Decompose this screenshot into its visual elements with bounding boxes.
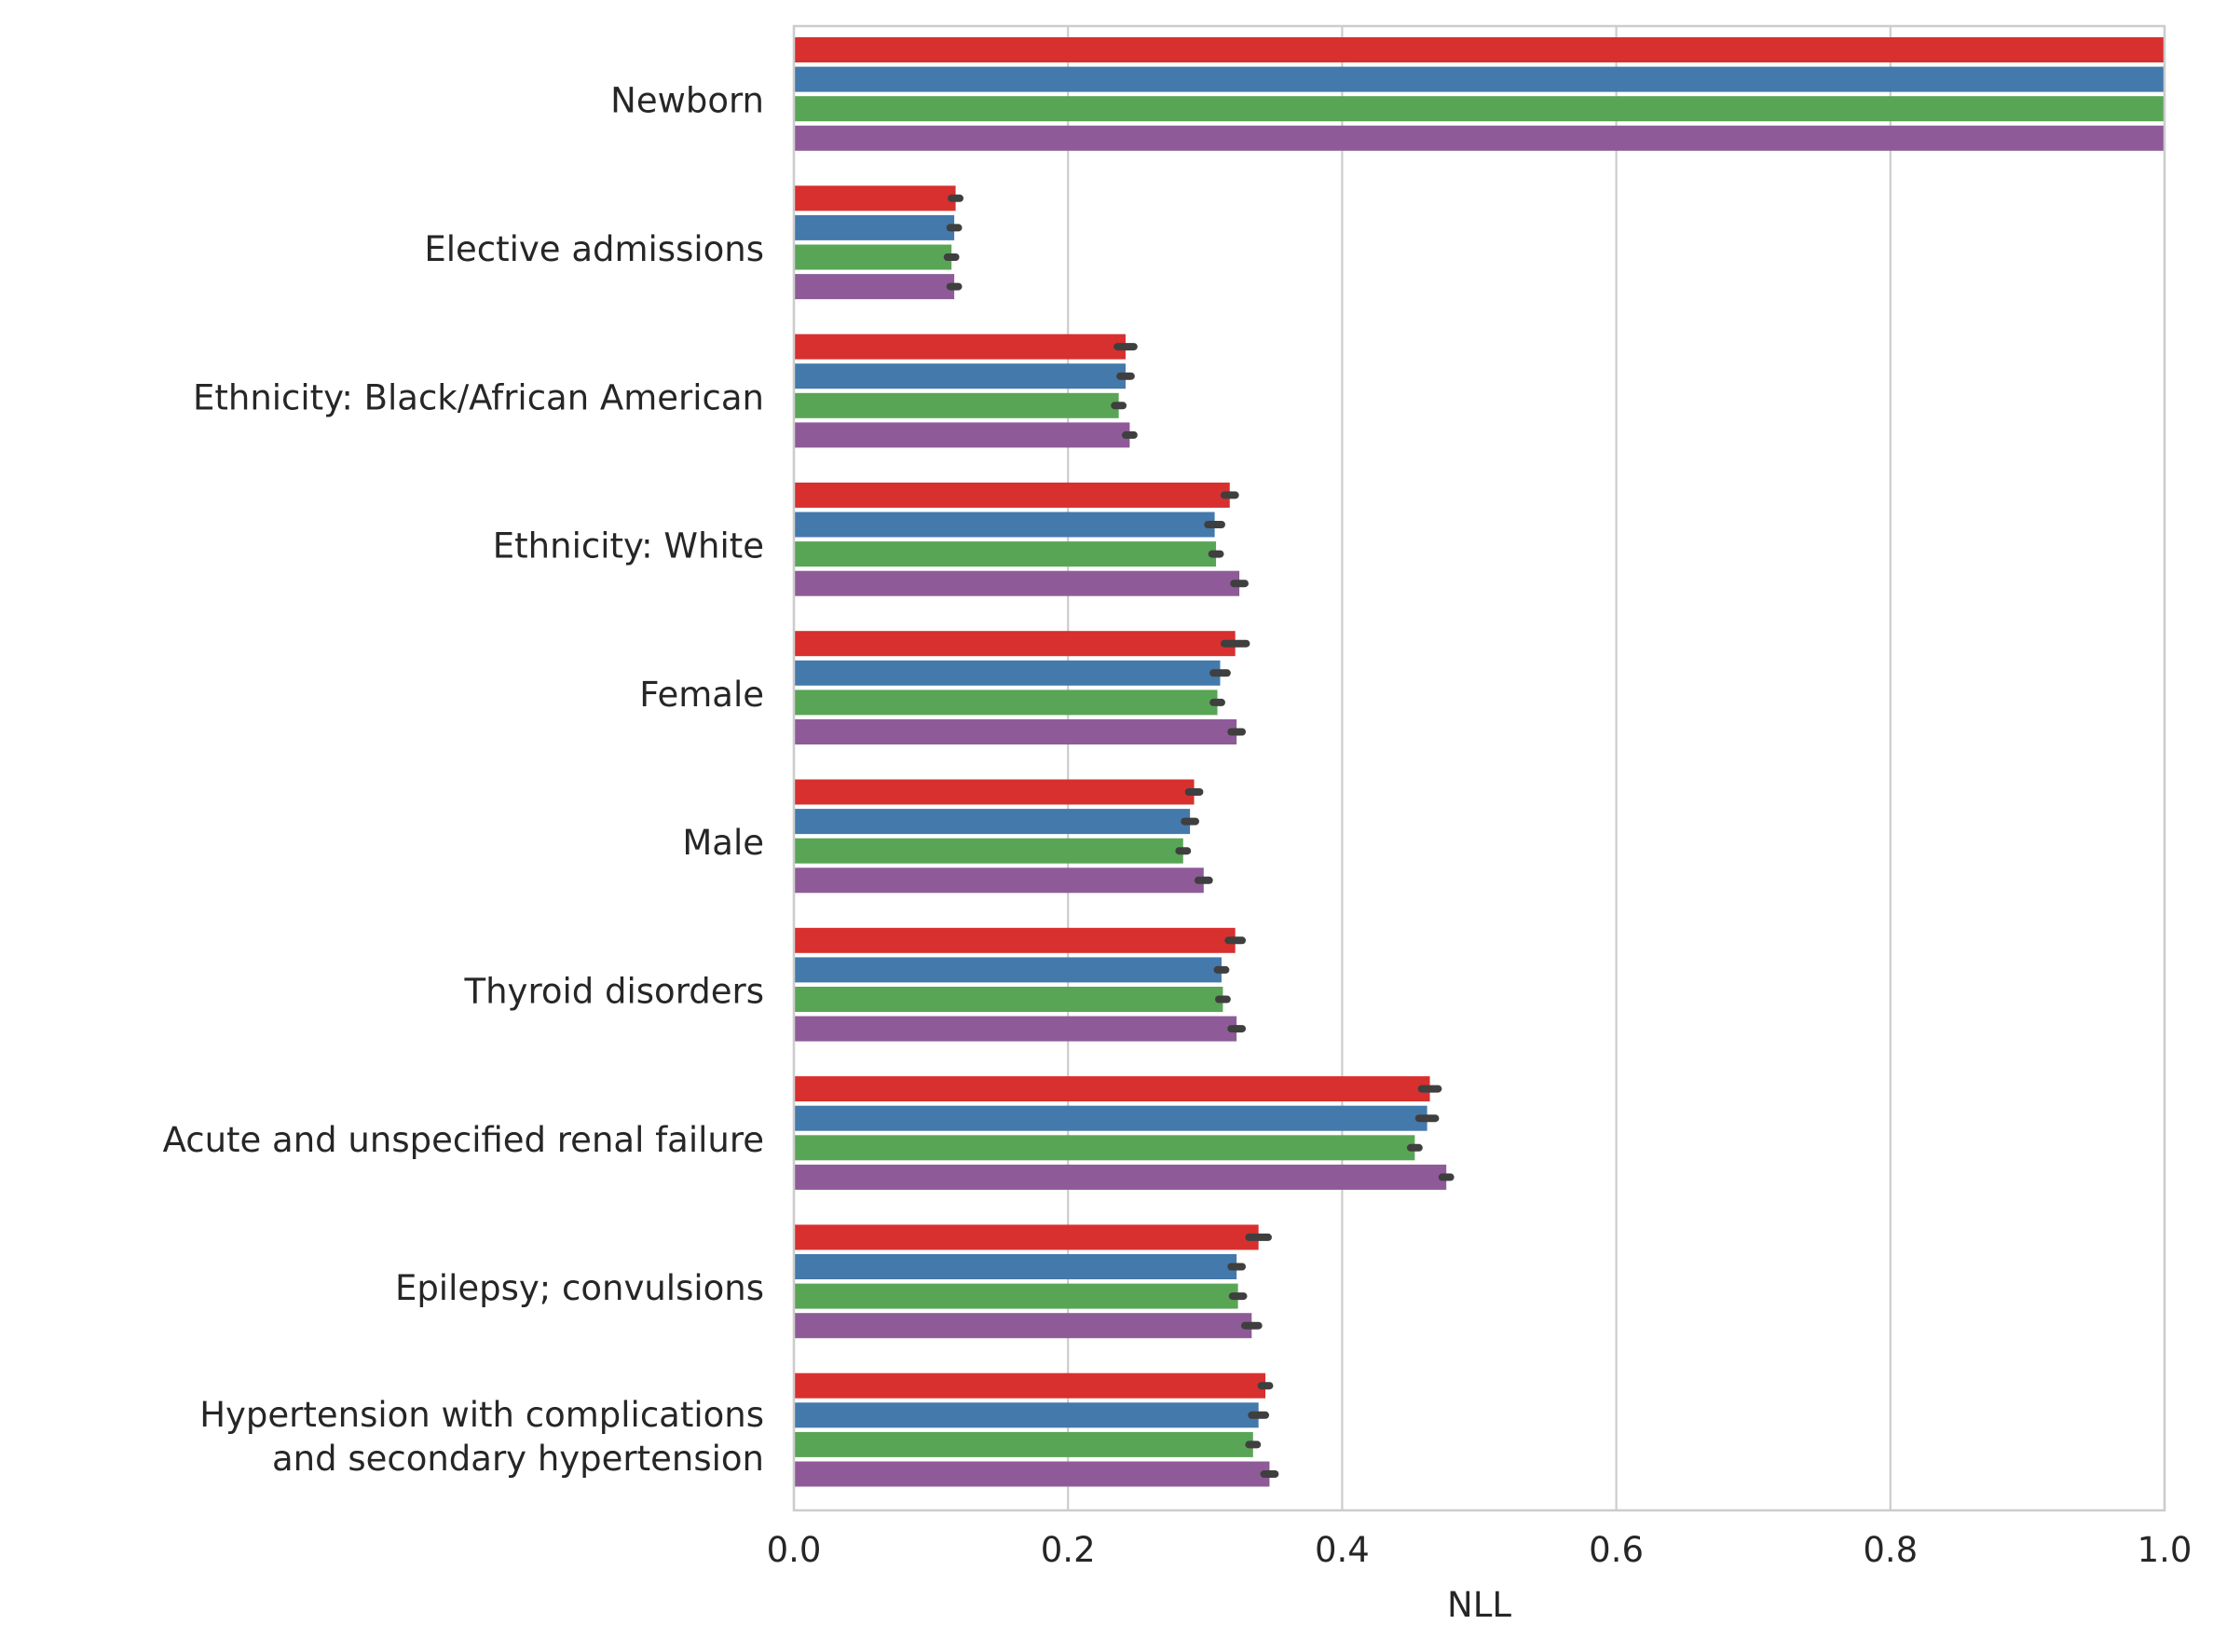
bar-c9-s2 — [794, 1431, 1253, 1457]
category-label-5: Male — [682, 823, 764, 863]
bar-c2-s1 — [794, 363, 1126, 389]
bar-c0-s2 — [794, 96, 2165, 122]
bar-c4-s3 — [794, 719, 1237, 744]
bar-c7-s3 — [794, 1164, 1447, 1190]
bar-c8-s2 — [794, 1283, 1238, 1309]
bar-c6-s2 — [794, 987, 1223, 1012]
bar-c4-s2 — [794, 689, 1218, 716]
bar-c6-s1 — [794, 957, 1222, 983]
bar-c1-s0 — [794, 185, 956, 212]
bars — [794, 37, 2165, 1487]
bar-c3-s1 — [794, 512, 1215, 538]
x-tick-label-5: 1.0 — [2138, 1530, 2193, 1570]
bar-c2-s2 — [794, 392, 1119, 418]
bar-c6-s3 — [794, 1016, 1237, 1042]
bar-c1-s1 — [794, 214, 955, 240]
bar-c4-s1 — [794, 660, 1221, 686]
bar-c9-s0 — [794, 1372, 1266, 1399]
x-tick-label-0: 0.0 — [767, 1530, 822, 1570]
category-label-6: Thyroid disorders — [464, 971, 765, 1011]
category-label-2: Ethnicity: Black/African American — [193, 377, 764, 417]
bar-c2-s3 — [794, 422, 1130, 448]
x-tick-label-2: 0.4 — [1315, 1530, 1370, 1570]
bar-c1-s3 — [794, 274, 955, 300]
bar-c3-s3 — [794, 570, 1240, 596]
category-label-0: Newborn — [610, 80, 764, 120]
bar-c8-s1 — [794, 1254, 1237, 1279]
bar-c5-s1 — [794, 809, 1191, 835]
bar-c3-s0 — [794, 482, 1230, 508]
bar-c7-s1 — [794, 1105, 1428, 1131]
bar-c9-s1 — [794, 1402, 1259, 1428]
bar-c0-s3 — [794, 125, 2165, 151]
bar-c0-s1 — [794, 66, 2165, 92]
bar-c8-s0 — [794, 1224, 1259, 1250]
bar-c3-s2 — [794, 541, 1217, 567]
error-bars — [943, 194, 1455, 1478]
category-labels: Newborn Elective admissions Ethnicity: Bla… — [163, 80, 764, 1478]
bar-c4-s0 — [794, 631, 1236, 657]
bar-c5-s3 — [794, 867, 1204, 894]
category-label-4: Female — [639, 674, 764, 714]
bar-c9-s3 — [794, 1461, 1270, 1487]
category-label-3: Ethnicity: White — [493, 526, 764, 566]
x-axis-label: NLL — [1447, 1585, 1511, 1625]
bar-c5-s2 — [794, 838, 1183, 864]
x-tick-labels: 0.0 0.2 0.4 0.6 0.8 1.0 — [767, 1530, 2193, 1570]
category-label-7: Acute and unspecified renal failure — [163, 1119, 764, 1159]
bar-c0-s0 — [794, 37, 2165, 62]
category-label-1: Elective admissions — [424, 228, 764, 268]
bar-c2-s0 — [794, 334, 1126, 360]
plot-border — [792, 24, 2166, 1512]
bar-c6-s0 — [794, 927, 1236, 953]
bar-c1-s2 — [794, 244, 952, 270]
category-label-8: Epilepsy; convulsions — [395, 1268, 764, 1308]
x-tick-label-3: 0.6 — [1589, 1530, 1644, 1570]
bar-c5-s0 — [794, 779, 1195, 805]
bar-c8-s3 — [794, 1313, 1252, 1339]
x-tick-label-1: 0.2 — [1041, 1530, 1096, 1570]
bar-c7-s2 — [794, 1135, 1415, 1161]
plot-frame — [792, 24, 2166, 1512]
x-tick-label-4: 0.8 — [1863, 1530, 1918, 1570]
category-label-9: Hypertension with complications and secon… — [199, 1394, 764, 1478]
bar-c7-s0 — [794, 1076, 1430, 1102]
